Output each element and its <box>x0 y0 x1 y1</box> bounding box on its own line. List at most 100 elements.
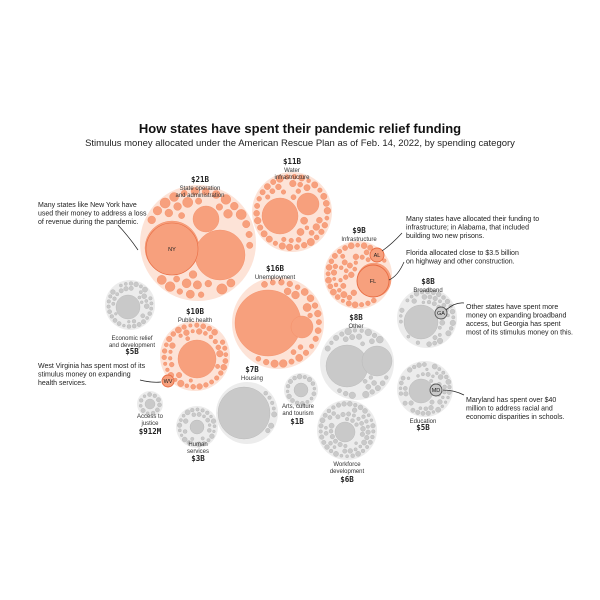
state-bubble <box>106 299 111 304</box>
state-bubble <box>324 444 330 450</box>
state-bubble <box>370 423 376 429</box>
annotation-text: Many states like New York have used their… <box>38 202 147 226</box>
state-bubble <box>163 361 168 366</box>
state-bubble <box>329 340 334 345</box>
state-bubble <box>425 367 429 371</box>
state-bubble <box>260 230 268 238</box>
category-amount: $1B <box>290 417 304 426</box>
annotation-text: Maryland has spent over $40 million to ad… <box>466 397 564 421</box>
state-bubble <box>352 253 360 260</box>
state-bubble <box>340 298 345 303</box>
state-bubble-large <box>189 419 205 435</box>
state-bubble <box>425 410 431 416</box>
category-label-line: and administration <box>175 193 224 199</box>
state-bubble <box>147 392 152 397</box>
state-bubble <box>312 386 317 391</box>
state-bubble <box>340 291 348 298</box>
state-bubble <box>181 413 186 418</box>
state-bubble <box>156 397 161 403</box>
state-bubble <box>211 329 218 336</box>
state-bubble <box>321 439 327 445</box>
state-bubble <box>365 424 370 429</box>
state-bubble <box>327 283 334 290</box>
state-bubble <box>332 445 337 449</box>
state-bubble <box>147 215 156 225</box>
category-label-line: development <box>330 469 365 475</box>
state-bubble <box>322 412 328 418</box>
state-bubble <box>333 334 339 341</box>
state-bubble <box>110 289 116 295</box>
state-bubble <box>352 328 357 333</box>
state-bubble <box>407 367 413 373</box>
chart-title: How states have spent their pandemic rel… <box>138 121 462 136</box>
state-bubble <box>196 328 203 335</box>
state-label: WV <box>164 379 173 385</box>
state-bubble <box>420 411 426 416</box>
state-bubble <box>445 330 452 337</box>
state-bubble <box>164 208 173 218</box>
category-label: State operation and administration <box>175 186 224 199</box>
state-bubble <box>349 334 356 340</box>
state-bubble <box>141 293 147 299</box>
state-bubble <box>328 422 335 429</box>
state-bubble <box>363 249 370 256</box>
state-bubble <box>107 309 112 315</box>
annotation-line: money on expanding broadband <box>466 313 567 320</box>
state-bubble <box>324 425 328 430</box>
state-bubble <box>210 418 217 424</box>
state-bubble <box>333 451 339 457</box>
annotation-arrow <box>442 389 465 396</box>
state-label: NY <box>168 247 176 253</box>
annotation-line: of revenue during the pandemic. <box>38 219 138 226</box>
state-bubble <box>330 288 337 296</box>
state-bubble <box>322 200 330 207</box>
state-bubble <box>427 294 433 300</box>
state-bubble <box>245 231 253 238</box>
state-bubble <box>379 380 386 386</box>
state-label: AL <box>374 253 381 259</box>
state-bubble <box>190 384 196 390</box>
state-bubble <box>353 447 358 452</box>
state-bubble <box>359 254 365 260</box>
state-bubble <box>290 398 295 403</box>
state-bubble <box>419 290 425 295</box>
state-bubble <box>367 244 374 251</box>
state-bubble <box>350 453 355 458</box>
state-bubble <box>264 183 271 190</box>
state-bubble <box>350 418 355 423</box>
state-bubble <box>441 302 447 308</box>
state-bubble <box>376 335 384 344</box>
state-circle <box>356 264 390 298</box>
state-bubble <box>284 174 290 180</box>
category-label-line: services <box>187 449 209 455</box>
state-bubble <box>337 388 342 393</box>
state-bubble <box>359 421 364 426</box>
state-bubble <box>302 375 307 380</box>
state-bubble <box>286 384 291 389</box>
state-bubble <box>444 298 451 305</box>
state-bubble <box>128 281 134 286</box>
state-bubble <box>204 280 212 288</box>
state-bubble <box>185 289 195 299</box>
category-label-line: Human <box>188 442 207 448</box>
state-bubble <box>195 197 203 205</box>
state-bubble <box>360 426 366 432</box>
annotation-arrow <box>139 379 162 383</box>
state-bubble <box>202 414 206 419</box>
state-bubble <box>216 350 224 358</box>
state-bubble <box>149 301 154 306</box>
state-bubble <box>169 192 179 202</box>
state-bubble <box>295 236 302 243</box>
category-label: Economic relief and development <box>109 336 155 349</box>
state-bubble <box>364 435 370 441</box>
state-bubble <box>365 445 369 449</box>
state-bubble <box>116 321 122 326</box>
state-bubble <box>300 401 305 406</box>
category-label-line: Access to <box>137 414 164 420</box>
state-bubble <box>190 408 195 413</box>
state-bubble <box>119 283 123 288</box>
state-bubble <box>311 302 319 309</box>
state-bubble <box>362 408 368 414</box>
annotation-text: West Virginia has spent most of its stimu… <box>38 363 146 387</box>
